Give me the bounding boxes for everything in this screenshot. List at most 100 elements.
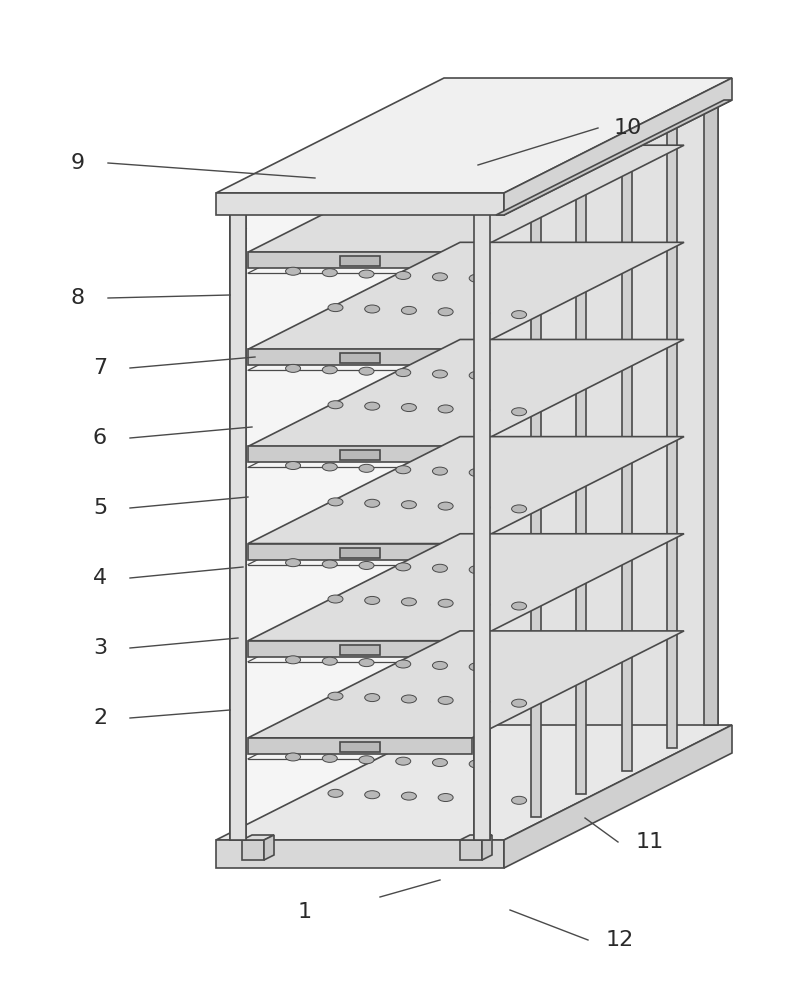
Ellipse shape — [475, 309, 490, 317]
Text: 11: 11 — [636, 832, 664, 852]
Polygon shape — [248, 145, 684, 252]
Text: 5: 5 — [93, 498, 107, 518]
Ellipse shape — [359, 561, 374, 569]
Ellipse shape — [433, 370, 448, 378]
Ellipse shape — [401, 598, 416, 606]
Ellipse shape — [365, 402, 380, 410]
Ellipse shape — [438, 794, 453, 802]
Ellipse shape — [401, 501, 416, 509]
Ellipse shape — [433, 661, 448, 669]
Ellipse shape — [512, 505, 527, 513]
Ellipse shape — [433, 564, 448, 572]
Polygon shape — [248, 446, 472, 462]
Ellipse shape — [322, 269, 337, 277]
Ellipse shape — [322, 560, 337, 568]
Polygon shape — [216, 725, 732, 840]
Ellipse shape — [475, 795, 490, 803]
Ellipse shape — [512, 699, 527, 707]
Ellipse shape — [286, 364, 301, 372]
Ellipse shape — [359, 659, 374, 667]
Ellipse shape — [438, 405, 453, 413]
Ellipse shape — [475, 601, 490, 609]
Ellipse shape — [475, 406, 490, 414]
Ellipse shape — [469, 663, 484, 671]
Ellipse shape — [469, 371, 484, 379]
Ellipse shape — [328, 595, 343, 603]
Ellipse shape — [475, 503, 490, 511]
Ellipse shape — [396, 271, 411, 279]
Ellipse shape — [512, 602, 527, 610]
Polygon shape — [248, 349, 472, 365]
Polygon shape — [230, 205, 490, 840]
Ellipse shape — [401, 306, 416, 314]
Polygon shape — [490, 90, 718, 840]
Polygon shape — [504, 725, 732, 868]
Polygon shape — [496, 100, 732, 215]
Polygon shape — [340, 742, 380, 752]
Text: 12: 12 — [606, 930, 634, 950]
Ellipse shape — [286, 656, 301, 664]
Ellipse shape — [469, 566, 484, 574]
Polygon shape — [216, 78, 732, 193]
Ellipse shape — [433, 467, 448, 475]
Polygon shape — [248, 437, 684, 544]
Polygon shape — [504, 78, 732, 215]
Polygon shape — [460, 840, 482, 860]
Ellipse shape — [401, 792, 416, 800]
Polygon shape — [230, 205, 246, 840]
Ellipse shape — [365, 694, 380, 702]
Ellipse shape — [359, 270, 374, 278]
Polygon shape — [474, 205, 490, 840]
Polygon shape — [482, 835, 492, 860]
Ellipse shape — [396, 369, 411, 377]
Polygon shape — [456, 90, 472, 725]
Ellipse shape — [438, 599, 453, 607]
Ellipse shape — [328, 789, 343, 797]
Polygon shape — [248, 534, 684, 641]
Ellipse shape — [475, 698, 490, 706]
Ellipse shape — [438, 696, 453, 704]
Polygon shape — [340, 353, 380, 363]
Polygon shape — [248, 339, 684, 446]
Text: 7: 7 — [93, 358, 107, 378]
Ellipse shape — [286, 753, 301, 761]
Polygon shape — [216, 193, 504, 215]
Text: 8: 8 — [71, 288, 85, 308]
Ellipse shape — [469, 274, 484, 282]
Ellipse shape — [396, 660, 411, 668]
Polygon shape — [622, 136, 632, 771]
Ellipse shape — [396, 757, 411, 765]
Ellipse shape — [438, 502, 453, 510]
Polygon shape — [242, 835, 274, 840]
Polygon shape — [264, 835, 274, 860]
Ellipse shape — [328, 692, 343, 700]
Ellipse shape — [322, 657, 337, 665]
Polygon shape — [248, 631, 684, 738]
Polygon shape — [248, 242, 684, 349]
Ellipse shape — [396, 563, 411, 571]
Ellipse shape — [365, 791, 380, 799]
Ellipse shape — [286, 267, 301, 275]
Polygon shape — [248, 738, 472, 754]
Text: 10: 10 — [614, 118, 642, 138]
Text: 4: 4 — [93, 568, 107, 588]
Polygon shape — [340, 256, 380, 266]
Ellipse shape — [286, 462, 301, 470]
Polygon shape — [531, 182, 540, 817]
Ellipse shape — [365, 499, 380, 507]
Polygon shape — [576, 159, 586, 794]
Polygon shape — [340, 450, 380, 460]
Ellipse shape — [286, 559, 301, 567]
Ellipse shape — [328, 304, 343, 312]
Ellipse shape — [512, 408, 527, 416]
Ellipse shape — [359, 464, 374, 472]
Text: 1: 1 — [298, 902, 312, 922]
Text: 9: 9 — [71, 153, 85, 173]
Polygon shape — [216, 840, 504, 868]
Text: 6: 6 — [93, 428, 107, 448]
Ellipse shape — [469, 760, 484, 768]
Polygon shape — [340, 548, 380, 558]
Ellipse shape — [322, 463, 337, 471]
Ellipse shape — [359, 367, 374, 375]
Ellipse shape — [512, 796, 527, 804]
